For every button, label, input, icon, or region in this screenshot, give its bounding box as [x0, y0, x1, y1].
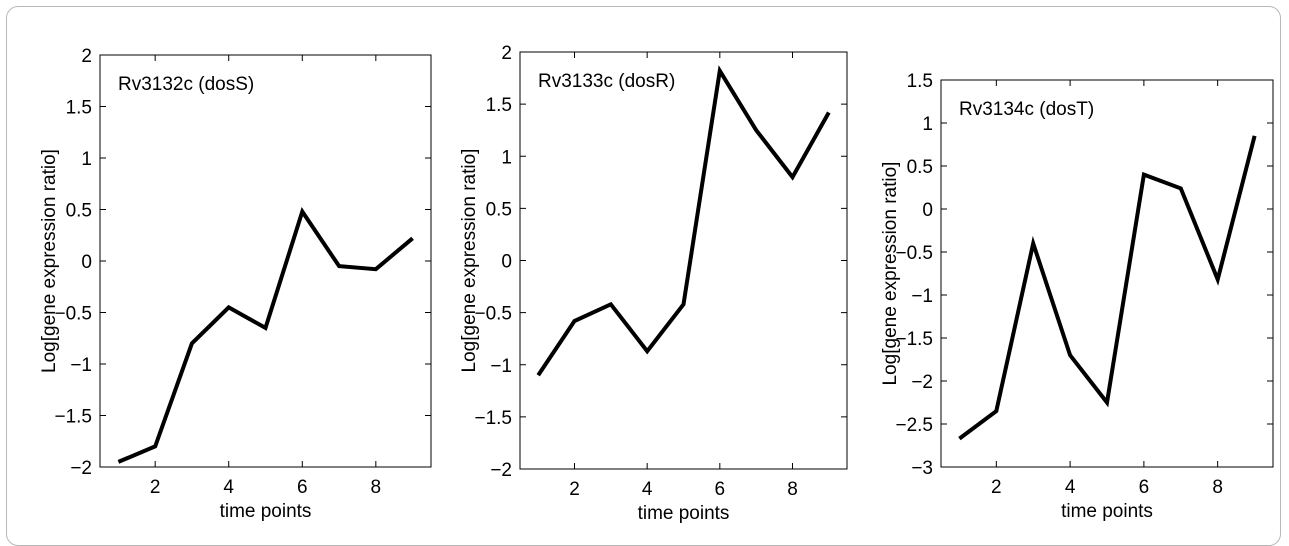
x-axis-label: time points [638, 503, 730, 524]
y-axis-label: Log[gene expression ratio] [39, 149, 60, 373]
y-tick-label: 1.5 [907, 71, 933, 92]
x-tick-label: 6 [1139, 477, 1150, 498]
y-tick-label: 1.5 [66, 98, 92, 119]
y-tick-label: −0.5 [54, 304, 92, 325]
y-tick-label: 0 [501, 252, 512, 273]
y-tick-label: −2 [490, 460, 512, 481]
x-axis-label: time points [1061, 501, 1153, 522]
panel-title: Rv3133c (dosR) [538, 71, 675, 92]
x-tick-label: 4 [1065, 477, 1076, 498]
y-axis-label: Log[gene expression ratio] [880, 162, 901, 386]
y-tick-label: −1 [490, 356, 512, 377]
chart-panel-3: −3 −2.5 −2 −1.5 −1 −0.5 0 0.5 1 1.5 2 4 6 8 Rv3134c (d… [880, 71, 1274, 522]
y-tick-label: 0.5 [66, 201, 92, 222]
y-tick-label: −2.5 [895, 415, 933, 436]
x-tick-label: 4 [223, 477, 234, 498]
y-tick-label: 0.5 [486, 199, 512, 220]
x-tick-label: 2 [991, 477, 1002, 498]
series-line [117, 207, 414, 464]
plot-area-frame [99, 54, 432, 468]
y-tick-label: −1.5 [895, 329, 933, 350]
panel-title: Rv3134c (dosT) [959, 99, 1094, 120]
x-tick-label: 8 [1212, 477, 1223, 498]
plot-area-frame [519, 51, 848, 470]
panel-title: Rv3132c (dosS) [118, 74, 254, 95]
figure-canvas: −2 −1.5 −1 −0.5 0 0.5 1 1.5 2 2 4 6 8 Rv3132c (dosS) t… [39, 43, 1274, 524]
y-tick-label: 0.5 [907, 157, 933, 178]
x-tick-label: 8 [371, 477, 382, 498]
chart-panel-1: −2 −1.5 −1 −0.5 0 0.5 1 1.5 2 2 4 6 8 Rv3132c (dosS) t… [39, 46, 432, 522]
y-tick-label: 1 [922, 114, 933, 135]
y-tick-label: 1.5 [486, 95, 512, 116]
y-tick-label: 2 [501, 43, 512, 64]
plot-area-frame [940, 79, 1274, 468]
y-tick-label: 0 [81, 252, 92, 273]
y-tick-label: −3 [911, 458, 933, 479]
x-tick-label: 6 [297, 477, 308, 498]
series-line [958, 135, 1257, 441]
y-tick-label: 1 [81, 149, 92, 170]
y-tick-label: 0 [922, 200, 933, 221]
x-tick-label: 2 [150, 477, 161, 498]
y-tick-label: −1.5 [474, 408, 512, 429]
y-tick-label: 2 [81, 46, 92, 67]
x-tick-label: 4 [642, 479, 653, 500]
chart-panel-2: −2 −1.5 −1 −0.5 0 0.5 1 1.5 2 2 4 6 8 Rv3133c (dosR) t… [459, 43, 848, 524]
series-line [536, 65, 831, 377]
x-tick-label: 8 [787, 479, 798, 500]
y-tick-label: −0.5 [895, 243, 933, 264]
y-tick-label: 1 [501, 147, 512, 168]
y-tick-label: −1.5 [54, 407, 92, 428]
y-tick-label: −0.5 [474, 304, 512, 325]
y-axis-label: Log[gene expression ratio] [459, 149, 480, 373]
x-axis-label: time points [220, 501, 312, 522]
y-tick-label: −1 [911, 286, 933, 307]
y-tick-label: −1 [70, 355, 92, 376]
y-tick-label: −2 [911, 372, 933, 393]
x-tick-label: 6 [715, 479, 726, 500]
y-tick-label: −2 [70, 458, 92, 479]
x-tick-label: 2 [569, 479, 580, 500]
